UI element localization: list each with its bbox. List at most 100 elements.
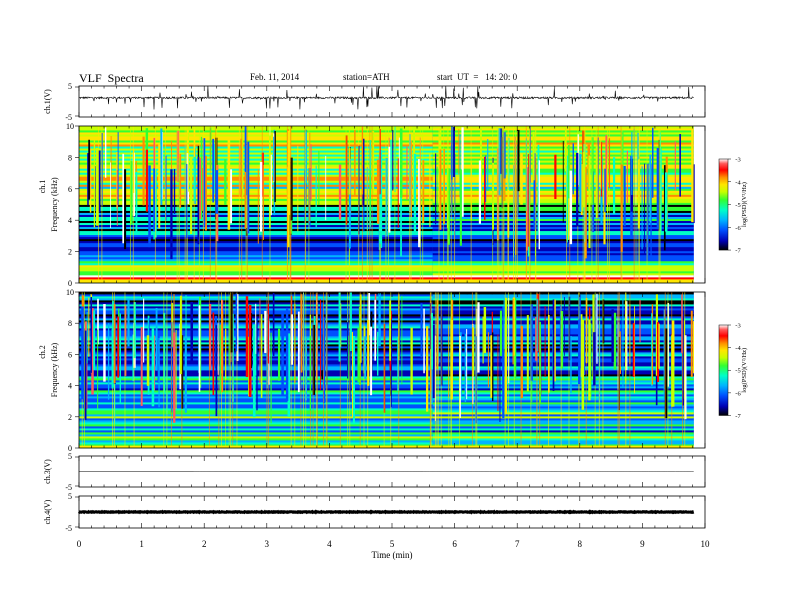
spectral-burst bbox=[352, 335, 355, 425]
spectral-burst bbox=[593, 332, 596, 386]
spectral-band bbox=[79, 412, 433, 415]
spectral-burst bbox=[434, 292, 436, 448]
spectral-burst bbox=[290, 157, 293, 221]
spectral-burst bbox=[315, 292, 317, 448]
spectral-band bbox=[79, 148, 433, 151]
spectral-burst bbox=[600, 139, 602, 189]
spectral-burst bbox=[153, 168, 156, 232]
spectral-band bbox=[432, 384, 694, 387]
spectral-burst bbox=[499, 310, 502, 356]
y-tick-label: 6 bbox=[68, 185, 72, 194]
spectral-band bbox=[432, 378, 694, 381]
spectral-burst bbox=[244, 171, 247, 229]
x-axis-label: Time (min) bbox=[372, 550, 413, 560]
spectral-burst bbox=[116, 170, 118, 226]
spectral-band bbox=[79, 126, 433, 129]
spectral-band bbox=[79, 442, 433, 445]
spectral-burst bbox=[426, 326, 429, 412]
y-tick-label: 4 bbox=[68, 216, 72, 225]
spectral-burst bbox=[658, 126, 660, 283]
spectral-burst bbox=[651, 304, 654, 385]
colorbar-tick-label: -6 bbox=[735, 390, 741, 397]
spectral-band bbox=[432, 262, 694, 266]
spectral-band bbox=[79, 380, 433, 383]
y-axis-label: ch.1(V) bbox=[43, 89, 52, 114]
spectral-burst bbox=[450, 126, 452, 283]
spectral-burst bbox=[224, 159, 227, 206]
spectral-burst bbox=[268, 292, 270, 448]
spectral-burst bbox=[513, 126, 515, 283]
spectral-burst bbox=[567, 145, 570, 199]
spectral-band bbox=[432, 326, 694, 329]
spectral-burst bbox=[101, 126, 103, 283]
spectral-burst bbox=[450, 319, 453, 400]
spectral-burst bbox=[490, 335, 493, 398]
spectral-burst bbox=[208, 292, 210, 448]
spectral-burst bbox=[658, 323, 660, 369]
spectral-band bbox=[79, 376, 433, 379]
spectral-burst bbox=[186, 163, 188, 239]
spectral-burst bbox=[436, 292, 438, 448]
spectral-burst bbox=[385, 157, 388, 237]
spectral-burst bbox=[588, 155, 591, 249]
spectral-burst bbox=[316, 292, 318, 448]
spectral-band bbox=[79, 226, 433, 230]
spectral-burst bbox=[419, 126, 421, 283]
spectral-burst bbox=[179, 295, 182, 375]
spectral-burst bbox=[358, 126, 360, 283]
spectral-burst bbox=[520, 153, 523, 205]
spectral-burst bbox=[111, 328, 114, 389]
spectral-burst bbox=[91, 308, 94, 395]
spectral-band bbox=[79, 174, 433, 177]
spectral-burst bbox=[646, 126, 648, 283]
spectral-burst bbox=[552, 299, 555, 392]
spectral-burst bbox=[376, 159, 380, 224]
spectral-burst bbox=[625, 292, 627, 448]
spectral-band bbox=[432, 324, 694, 327]
spectral-band bbox=[79, 182, 433, 185]
spectral-burst bbox=[133, 302, 136, 359]
spectral-band bbox=[432, 374, 694, 377]
spectral-band bbox=[79, 404, 433, 407]
spectral-burst bbox=[406, 146, 408, 201]
spectral-burst bbox=[563, 297, 565, 356]
spectral-burst bbox=[560, 292, 562, 448]
spectral-band bbox=[79, 216, 433, 219]
spectral-band bbox=[79, 276, 433, 280]
spectrogram-ch2-spectrogram bbox=[79, 292, 694, 449]
spectral-band bbox=[432, 334, 694, 337]
spectral-burst bbox=[412, 149, 414, 198]
y-tick-label: 6 bbox=[68, 350, 72, 359]
spectral-burst bbox=[236, 292, 238, 448]
colorbar-tick-label: -3 bbox=[735, 157, 740, 164]
spectral-burst bbox=[530, 292, 532, 448]
spectral-burst bbox=[655, 294, 658, 376]
spectral-band bbox=[79, 294, 433, 297]
spectral-band bbox=[79, 388, 433, 391]
spectral-band bbox=[79, 134, 433, 137]
spectral-band bbox=[79, 432, 433, 435]
spectral-band bbox=[79, 246, 433, 250]
spectral-band bbox=[79, 386, 433, 389]
spectral-burst bbox=[485, 155, 487, 202]
spectral-burst bbox=[390, 319, 392, 407]
spectral-burst bbox=[504, 324, 508, 414]
spectral-band bbox=[432, 340, 694, 343]
colorbar-label: log(PSD)(V²/Hz) bbox=[741, 182, 748, 227]
spectral-burst bbox=[397, 336, 399, 392]
spectral-band bbox=[432, 224, 694, 228]
spectral-burst bbox=[579, 153, 582, 212]
spectral-band bbox=[79, 172, 433, 175]
spectral-burst bbox=[429, 292, 431, 448]
spectral-band bbox=[79, 166, 433, 169]
spectral-burst bbox=[459, 169, 462, 246]
spectral-burst bbox=[129, 126, 131, 283]
y-tick-label: 5 bbox=[68, 82, 72, 91]
spectral-burst bbox=[439, 149, 442, 230]
spectral-burst bbox=[83, 292, 85, 448]
spectral-burst bbox=[517, 129, 520, 192]
spectral-band bbox=[432, 410, 694, 413]
spectral-burst bbox=[245, 126, 247, 283]
spectral-band bbox=[79, 274, 433, 278]
spectral-burst bbox=[438, 126, 440, 283]
